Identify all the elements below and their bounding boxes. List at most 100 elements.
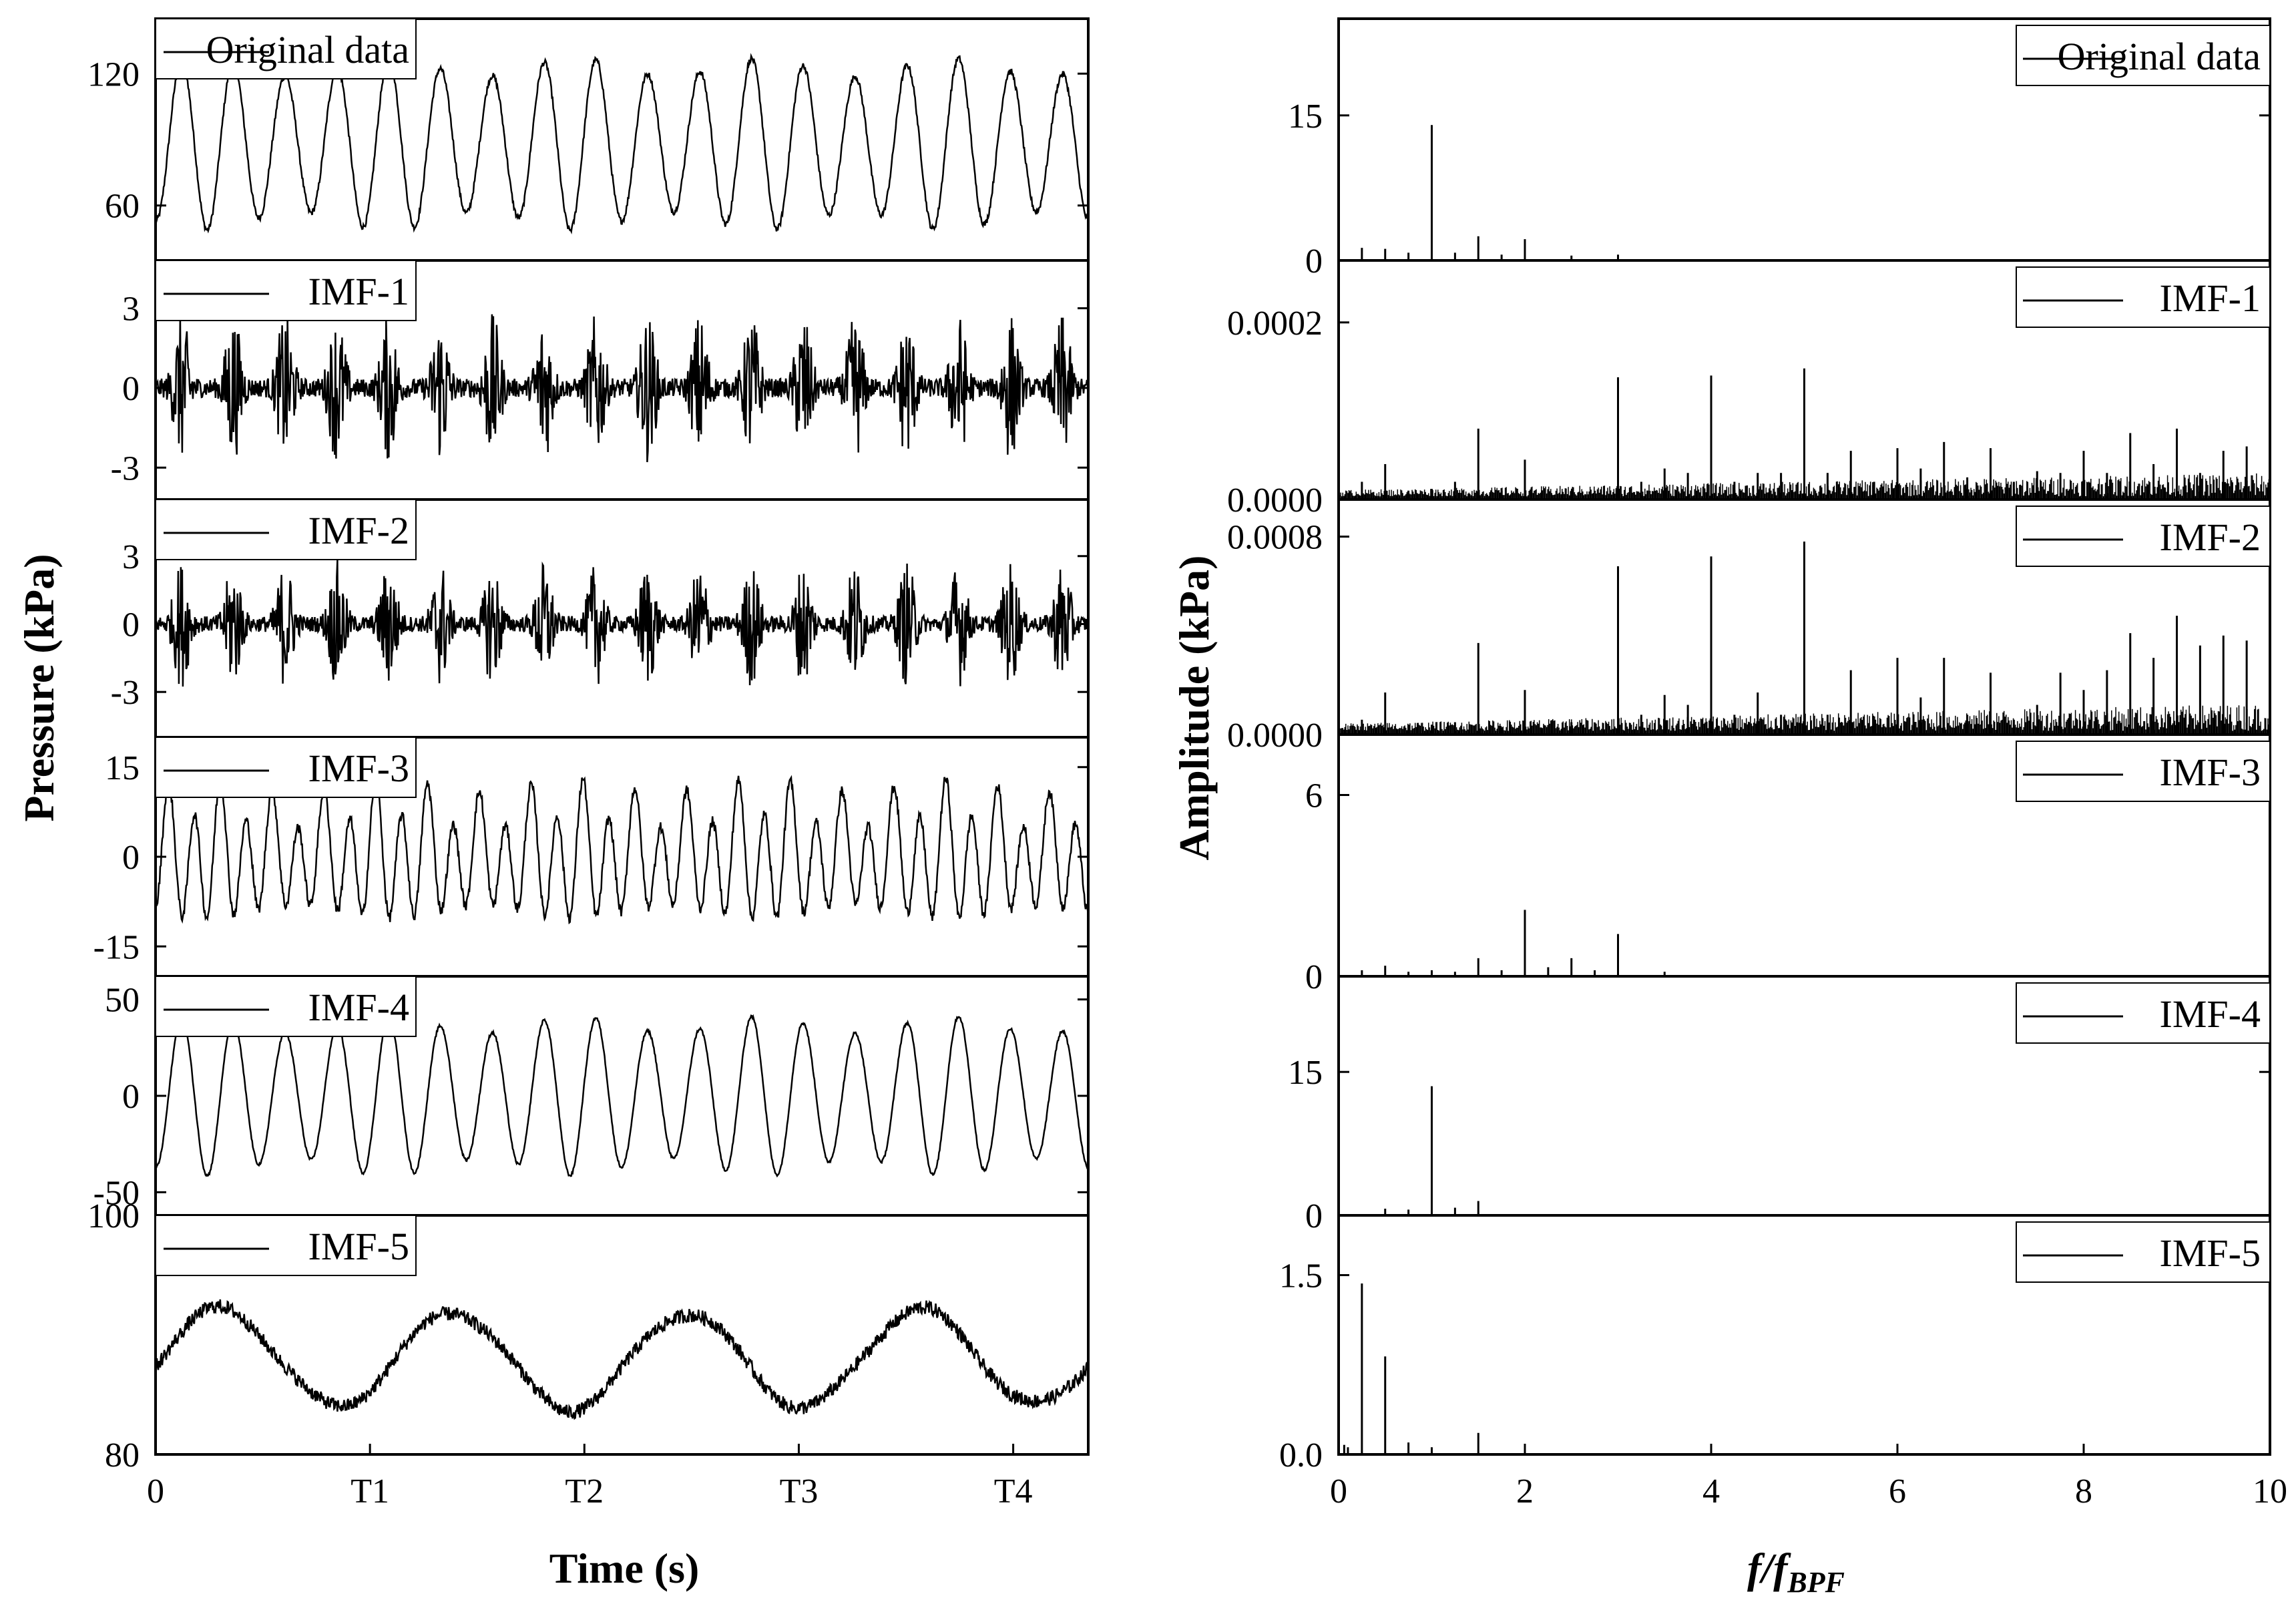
y-tick-label-s2-1: 0.0002 bbox=[1227, 305, 1323, 343]
right-y-axis-label: Amplitude (kPa) bbox=[1170, 556, 1218, 861]
legend-4: IMF-3 bbox=[155, 737, 417, 798]
right-x-axis-label-subscript: BPF bbox=[1787, 1566, 1845, 1599]
y-tick-label-t4-2: 15 bbox=[105, 749, 140, 787]
legend-box-t2 bbox=[155, 260, 417, 321]
right-x-axis-label-main: f/f bbox=[1747, 1545, 1791, 1592]
series-line-5 bbox=[155, 1014, 1090, 1178]
legend-2: IMF-1 bbox=[155, 260, 417, 321]
y-tick-label-s5-0: 0 bbox=[1305, 1197, 1323, 1235]
x-tick-label-s-5: 10 bbox=[2253, 1472, 2287, 1511]
series-line-2 bbox=[154, 314, 1090, 463]
legend-box-t1 bbox=[155, 18, 417, 79]
x-tick-label-t-0: 0 bbox=[147, 1472, 164, 1511]
y-tick-label-s1-0: 0 bbox=[1305, 242, 1323, 280]
legend-box-t6 bbox=[155, 1215, 417, 1276]
series-line-6 bbox=[154, 1299, 1090, 1420]
legend-label-s2: IMF-1 bbox=[2160, 276, 2261, 320]
x-tick-label-t-1: T1 bbox=[351, 1472, 389, 1511]
legend-label-s1: Original data bbox=[2058, 35, 2261, 78]
y-tick-label-s6-1: 1.5 bbox=[1279, 1257, 1323, 1295]
right-x-axis-label: f/fBPF bbox=[1747, 1545, 1845, 1599]
spectrum-panel-4: 0 6 IMF-3 bbox=[1305, 733, 2271, 996]
legend-label-t2: IMF-1 bbox=[308, 270, 409, 313]
legend-box-s2 bbox=[2016, 266, 2271, 328]
legend-box-t4 bbox=[155, 737, 417, 798]
y-tick-label-s3-1: 0.0008 bbox=[1227, 519, 1323, 557]
time-panel-5: -50 0 50 IMF-4 bbox=[93, 975, 1090, 1217]
legend-s3: IMF-2 bbox=[2016, 506, 2271, 567]
y-tick-label-t6-0: 80 bbox=[105, 1436, 140, 1474]
y-tick-label-s6-0: 0.0 bbox=[1279, 1436, 1323, 1474]
legend-label-s3: IMF-2 bbox=[2160, 516, 2261, 559]
legend-box-t5 bbox=[155, 976, 417, 1037]
time-panel-2: -3 0 3 IMF-1 bbox=[111, 259, 1090, 501]
legend-label-t1: Original data bbox=[206, 28, 409, 71]
x-tick-label-t-2: T2 bbox=[565, 1472, 604, 1511]
legend-label-t5: IMF-4 bbox=[308, 986, 409, 1029]
y-tick-label-t3-1: 0 bbox=[122, 606, 140, 644]
y-tick-label-s2-0: 0.0000 bbox=[1227, 481, 1323, 520]
y-tick-label-s4-0: 0 bbox=[1305, 958, 1323, 996]
panel-frame-s6 bbox=[1337, 1214, 2271, 1456]
y-tick-label-t3-2: 3 bbox=[122, 538, 140, 576]
y-tick-label-t5-2: 50 bbox=[105, 982, 140, 1020]
legend-box-s3 bbox=[2016, 506, 2271, 567]
x-tick-label-s-0: 0 bbox=[1330, 1472, 1347, 1511]
y-tick-label-t3-0: -3 bbox=[111, 674, 140, 712]
legend-box-s1 bbox=[2016, 25, 2271, 86]
series-line-1 bbox=[154, 53, 1089, 235]
time-panel-3: -3 0 3 IMF-2 bbox=[111, 498, 1090, 739]
y-tick-label-t5-0: -50 bbox=[93, 1174, 140, 1212]
legend-box-t3 bbox=[155, 499, 417, 560]
legend-label-s4: IMF-3 bbox=[2160, 751, 2261, 794]
legend-5: IMF-4 bbox=[155, 976, 417, 1037]
left-x-axis-label: Time (s) bbox=[549, 1545, 700, 1592]
spectrum-panel-1: 0 15 Original data bbox=[1288, 17, 2271, 280]
y-tick-label-t5-1: 0 bbox=[122, 1078, 140, 1116]
y-tick-label-s1-1: 15 bbox=[1288, 97, 1323, 136]
spectrum-panel-3: 0.0000 0.0008 IMF-2 bbox=[1227, 498, 2271, 755]
x-tick-label-s-1: 2 bbox=[1516, 1472, 1534, 1511]
spectrum-x-axis: 0 2 4 6 8 10 bbox=[1330, 1444, 2287, 1511]
panel-frame-t6 bbox=[154, 1214, 1090, 1456]
legend-s1: Original data bbox=[2016, 25, 2271, 86]
x-tick-label-s-4: 8 bbox=[2075, 1472, 2092, 1511]
series-line-4 bbox=[154, 775, 1090, 925]
legend-3: IMF-2 bbox=[155, 499, 417, 560]
y-tick-label-s3-0: 0.0000 bbox=[1227, 717, 1323, 755]
legend-box-s5 bbox=[2016, 982, 2271, 1044]
time-domain-panels: 60 120 Original data -3 0 3 IMF-1 -3 0 3 IMF-2 -15 0… bbox=[87, 17, 1090, 1511]
time-panel-4: -15 0 15 IMF-3 bbox=[93, 736, 1090, 978]
legend-6: IMF-5 bbox=[155, 1215, 417, 1276]
legend-label-t4: IMF-3 bbox=[308, 747, 409, 790]
y-tick-label-s4-1: 6 bbox=[1305, 777, 1323, 815]
legend-s4: IMF-3 bbox=[2016, 741, 2271, 802]
y-tick-label-t4-1: 0 bbox=[122, 839, 140, 877]
spectrum-panel-5: 0 15 IMF-4 bbox=[1288, 975, 2271, 1235]
legend-label-s5: IMF-4 bbox=[2160, 992, 2261, 1036]
legend-box-s4 bbox=[2016, 741, 2271, 802]
y-tick-label-t4-0: -15 bbox=[93, 928, 140, 966]
legend-s6: IMF-5 bbox=[2016, 1221, 2271, 1283]
series-line-3 bbox=[155, 560, 1090, 687]
x-tick-label-t-3: T3 bbox=[780, 1472, 819, 1511]
time-x-axis: 0 T1 T2 T3 T4 bbox=[147, 1444, 1032, 1511]
legend-box-s6 bbox=[2016, 1221, 2271, 1283]
legend-s5: IMF-4 bbox=[2016, 982, 2271, 1044]
legend-1: Original data bbox=[155, 18, 417, 79]
y-tick-label-t1-0: 60 bbox=[105, 188, 140, 226]
left-y-axis-label: Pressure (kPa) bbox=[15, 554, 63, 821]
spectrum-panel-6: 0.0 1.5 IMF-5 bbox=[1279, 1214, 2271, 1474]
legend-s2: IMF-1 bbox=[2016, 266, 2271, 328]
y-tick-label-s5-1: 15 bbox=[1288, 1054, 1323, 1092]
x-tick-label-s-2: 4 bbox=[1702, 1472, 1720, 1511]
y-tick-label-t6-1: 100 bbox=[87, 1197, 140, 1235]
legend-label-s6: IMF-5 bbox=[2160, 1231, 2261, 1275]
legend-label-t3: IMF-2 bbox=[308, 509, 409, 552]
y-tick-label-t1-1: 120 bbox=[87, 55, 140, 93]
y-tick-label-t2-2: 3 bbox=[122, 290, 140, 329]
x-tick-label-s-3: 6 bbox=[1889, 1472, 1906, 1511]
spectrum-panel-2: 0.0000 0.0002 IMF-1 bbox=[1227, 259, 2271, 520]
